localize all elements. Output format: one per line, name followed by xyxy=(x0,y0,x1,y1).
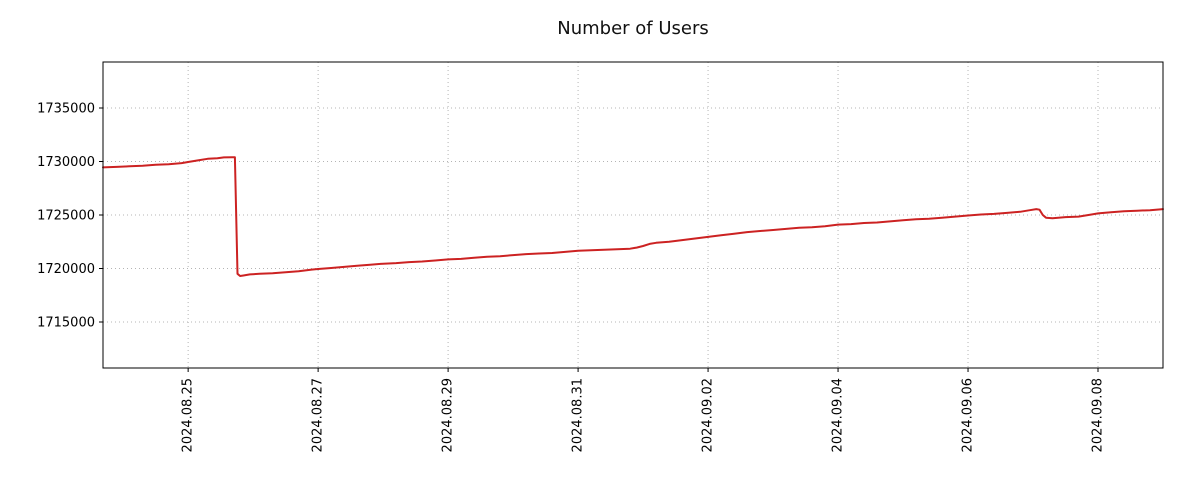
x-tick-label: 2024.09.08 xyxy=(1091,378,1106,452)
y-tick-label: 1735000 xyxy=(37,102,95,117)
y-tick-label: 1730000 xyxy=(37,155,95,170)
x-tick-label: 2024.08.25 xyxy=(181,378,196,452)
x-tick-label: 2024.09.04 xyxy=(831,378,846,452)
x-tick-label: 2024.08.31 xyxy=(571,378,586,452)
y-tick-label: 1720000 xyxy=(37,262,95,277)
chart-title: Number of Users xyxy=(557,18,709,39)
x-tick-label: 2024.09.06 xyxy=(961,378,976,452)
y-tick-label: 1725000 xyxy=(37,209,95,224)
x-tick-label: 2024.09.02 xyxy=(701,378,716,452)
line-series-users xyxy=(102,156,1164,277)
x-tick-label: 2024.08.27 xyxy=(311,378,326,452)
y-tick-label: 1715000 xyxy=(37,315,95,330)
plot-border xyxy=(102,61,1164,369)
x-tick-label: 2024.08.29 xyxy=(441,378,456,452)
